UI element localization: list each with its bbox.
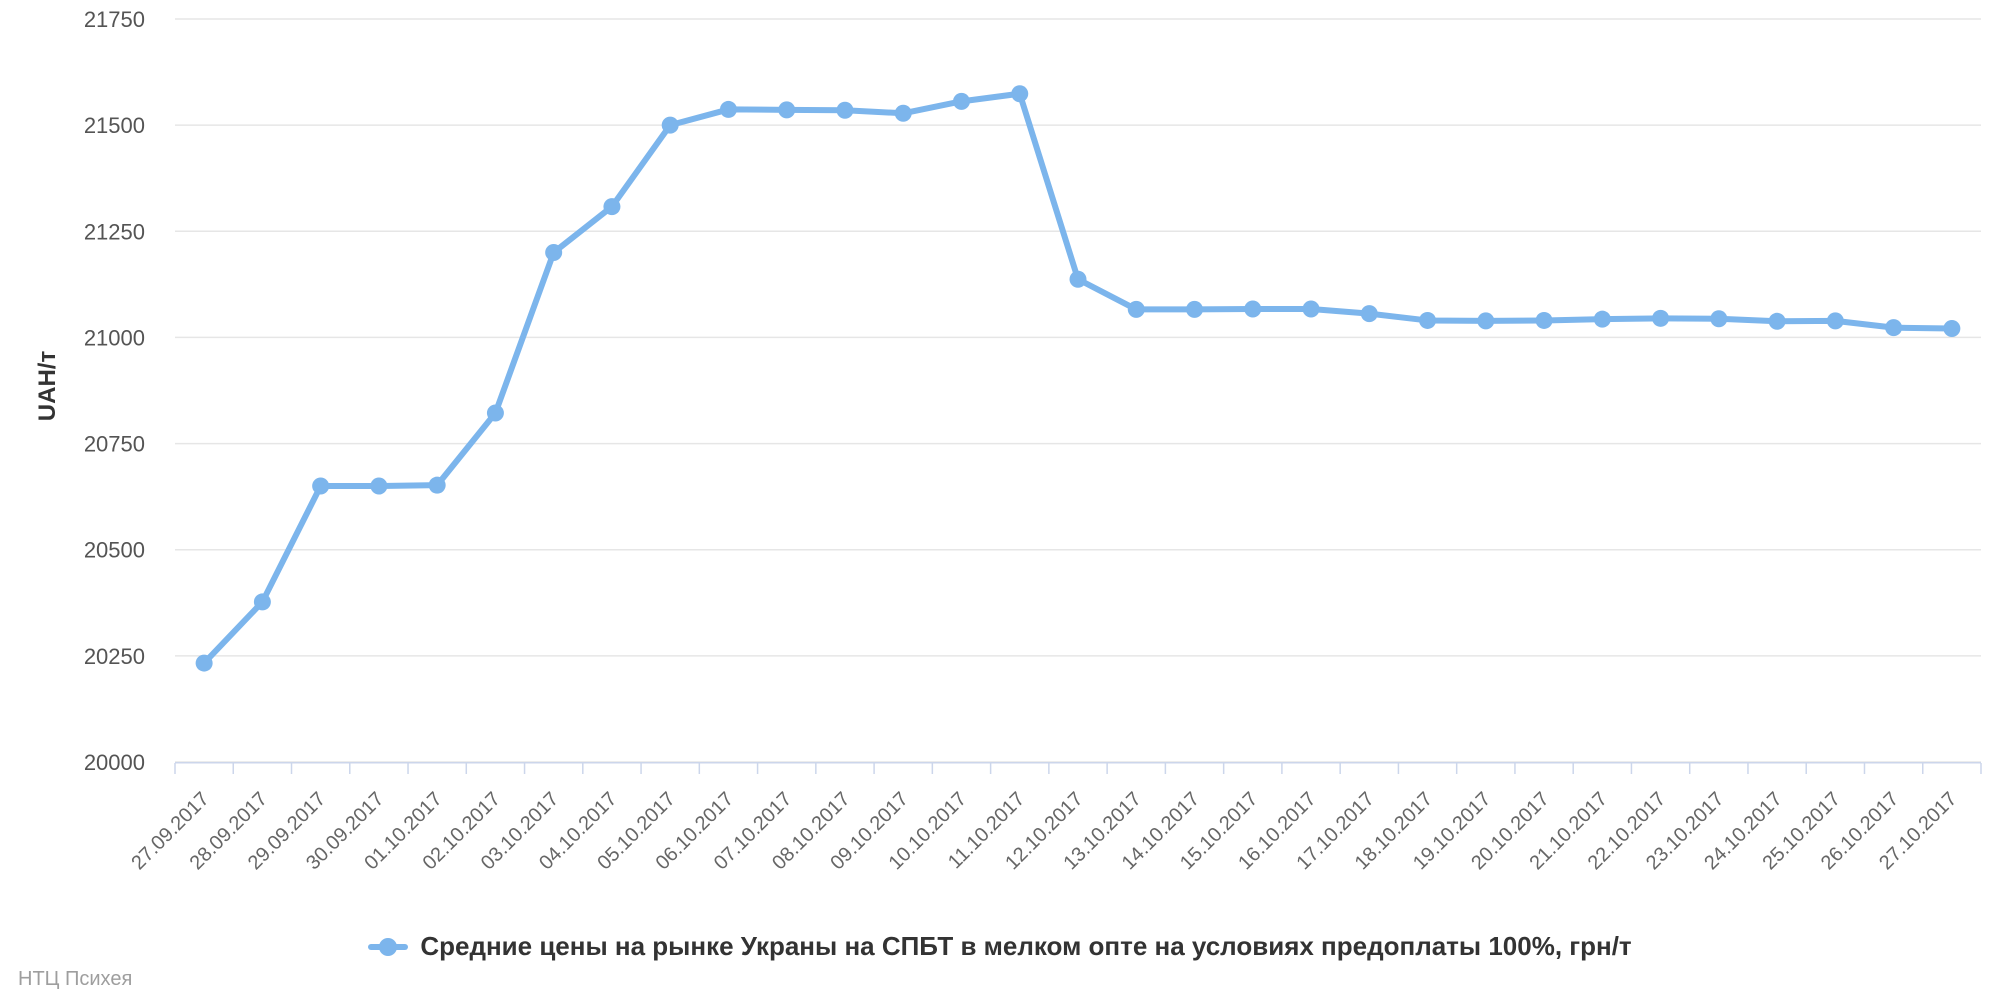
data-point[interactable] xyxy=(1127,300,1145,318)
data-point[interactable] xyxy=(1943,320,1961,338)
data-point[interactable] xyxy=(894,104,912,122)
data-point[interactable] xyxy=(836,101,854,119)
y-axis-label: 20750 xyxy=(84,432,145,457)
data-point[interactable] xyxy=(545,244,563,262)
data-point[interactable] xyxy=(486,404,504,422)
y-axis-label: 20000 xyxy=(84,750,145,775)
series-line xyxy=(201,90,1955,667)
data-point[interactable] xyxy=(1186,300,1204,318)
data-point[interactable] xyxy=(1710,310,1728,328)
legend-item[interactable]: Средние цены на рынке Украны на СПБТ в м… xyxy=(0,931,2000,962)
data-point[interactable] xyxy=(1302,300,1320,318)
data-point[interactable] xyxy=(1768,312,1786,330)
data-point[interactable] xyxy=(603,198,621,216)
y-axis-label: 20500 xyxy=(84,538,145,563)
y-axis-label: 21750 xyxy=(84,7,145,32)
legend-series-marker-icon xyxy=(368,937,409,957)
data-point[interactable] xyxy=(778,101,796,119)
data-point[interactable] xyxy=(1477,312,1495,330)
y-axis-label: 20250 xyxy=(84,644,145,669)
y-axis-label: 21500 xyxy=(84,113,145,138)
data-point[interactable] xyxy=(253,593,271,611)
data-point[interactable] xyxy=(312,477,330,495)
data-point[interactable] xyxy=(1593,310,1611,328)
data-point[interactable] xyxy=(370,477,388,495)
data-point[interactable] xyxy=(1011,85,1029,103)
data-point[interactable] xyxy=(195,654,213,672)
data-point[interactable] xyxy=(1535,311,1553,329)
data-point[interactable] xyxy=(1244,300,1262,318)
y-axis-label: 21000 xyxy=(84,325,145,350)
legend-dot-icon xyxy=(379,937,398,956)
y-axis-label: 21250 xyxy=(84,219,145,244)
data-point[interactable] xyxy=(1826,312,1844,330)
data-point[interactable] xyxy=(1069,270,1087,288)
data-point[interactable] xyxy=(1360,305,1378,323)
data-point[interactable] xyxy=(952,92,970,110)
y-axis-title: UAH/т xyxy=(34,350,61,422)
legend-series-label: Средние цены на рынке Украны на СПБТ в м… xyxy=(420,931,1632,961)
data-point[interactable] xyxy=(1419,311,1437,329)
data-point[interactable] xyxy=(719,100,737,118)
data-point[interactable] xyxy=(1885,319,1903,337)
data-point[interactable] xyxy=(1652,309,1670,327)
data-point[interactable] xyxy=(428,476,446,494)
data-point[interactable] xyxy=(661,116,679,134)
credit-text: НТЦ Психея xyxy=(18,968,133,990)
